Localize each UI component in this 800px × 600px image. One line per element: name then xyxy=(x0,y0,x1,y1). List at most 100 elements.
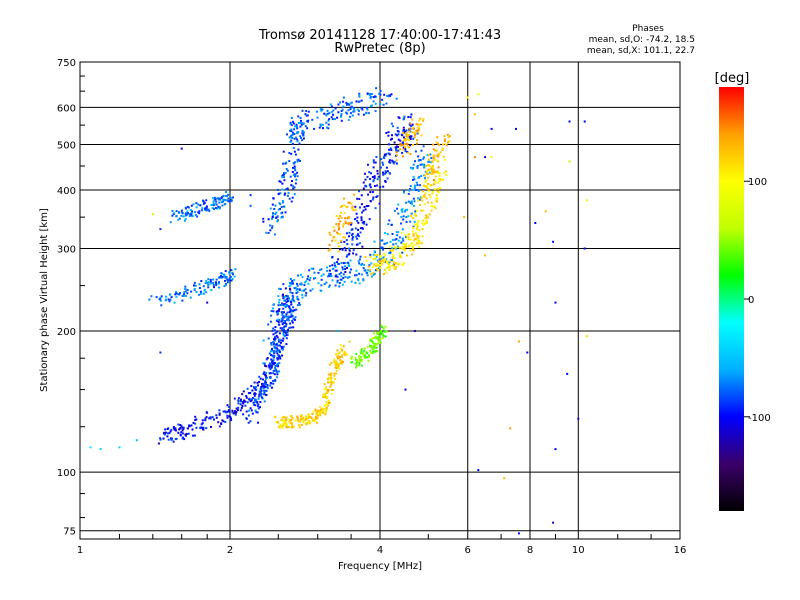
echo-point xyxy=(191,428,194,431)
echo-point xyxy=(204,419,207,422)
echo-point xyxy=(279,351,281,354)
echo-point xyxy=(382,163,385,166)
echo-point xyxy=(296,127,299,130)
echo-point xyxy=(323,404,326,407)
echo-point xyxy=(382,327,385,330)
echo-point xyxy=(272,349,275,352)
echo-point xyxy=(228,271,231,274)
echo-point xyxy=(211,416,214,419)
echo-point xyxy=(420,197,423,200)
echo-point xyxy=(412,163,415,166)
echo-point xyxy=(279,180,282,183)
echo-point xyxy=(427,182,430,185)
echo-point xyxy=(428,194,431,196)
echo-point xyxy=(349,102,352,105)
echo-point xyxy=(190,213,193,216)
echo-point xyxy=(365,259,368,262)
echo-point xyxy=(409,220,412,223)
echo-point xyxy=(223,285,226,288)
echo-point xyxy=(328,274,331,277)
echo-point xyxy=(352,252,355,255)
echo-point xyxy=(376,169,379,172)
echo-point xyxy=(331,255,334,258)
echo-point xyxy=(396,207,398,210)
echo-point xyxy=(263,362,266,365)
echo-point xyxy=(186,213,189,216)
echo-point xyxy=(178,293,181,296)
echo-point xyxy=(369,339,371,342)
echo-point xyxy=(402,215,405,218)
echo-point xyxy=(423,174,426,177)
echo-point xyxy=(273,362,276,364)
echo-point xyxy=(327,388,330,391)
echo-point xyxy=(273,338,275,341)
echo-point xyxy=(261,385,264,388)
echo-point xyxy=(283,179,286,182)
echo-point xyxy=(374,335,377,338)
echo-point xyxy=(275,343,278,346)
echo-point xyxy=(287,328,289,331)
echo-point xyxy=(197,211,200,214)
echo-point xyxy=(358,100,361,103)
echo-point xyxy=(319,412,322,415)
echo-point xyxy=(434,207,437,210)
echo-point xyxy=(308,415,310,418)
echo-point xyxy=(367,354,370,357)
echo-point xyxy=(412,197,415,200)
echo-point xyxy=(296,304,299,307)
echo-point xyxy=(373,343,376,346)
echo-point xyxy=(281,215,284,218)
echo-point xyxy=(410,125,413,128)
echo-point xyxy=(341,354,344,357)
echo-point xyxy=(334,118,336,121)
echo-point xyxy=(282,419,285,422)
echo-point xyxy=(344,271,347,273)
echo-point xyxy=(351,232,354,235)
echo-point xyxy=(270,314,273,317)
echo-point xyxy=(224,270,227,272)
echo-point xyxy=(417,197,420,200)
echo-point xyxy=(339,344,342,347)
echo-point xyxy=(327,119,330,122)
echo-point xyxy=(391,259,393,262)
echo-point xyxy=(376,331,378,334)
echo-point xyxy=(260,392,263,395)
echo-point xyxy=(245,410,248,413)
echo-point xyxy=(286,187,289,190)
echo-point xyxy=(210,426,212,428)
echo-point xyxy=(304,125,307,128)
echo-point xyxy=(517,532,520,535)
echo-point xyxy=(302,134,305,137)
echo-point xyxy=(372,271,375,274)
echo-point xyxy=(316,110,318,113)
echo-point xyxy=(369,191,372,194)
echo-point xyxy=(289,278,292,281)
echo-point xyxy=(280,212,283,215)
echo-point xyxy=(395,151,398,154)
echo-point xyxy=(288,282,291,285)
echo-point xyxy=(293,193,296,196)
echo-point xyxy=(312,267,315,270)
echo-point xyxy=(421,228,424,231)
echo-point xyxy=(389,245,391,248)
echo-point xyxy=(348,235,350,238)
echo-point xyxy=(362,279,365,282)
echo-point xyxy=(314,277,317,280)
echo-point xyxy=(340,271,343,274)
echo-point xyxy=(283,295,286,298)
echo-point xyxy=(222,420,225,423)
echo-point xyxy=(365,205,368,208)
colorbar xyxy=(719,87,744,511)
echo-point xyxy=(299,160,301,162)
echo-point xyxy=(351,238,354,241)
echo-point xyxy=(398,246,401,249)
echo-point xyxy=(279,192,282,195)
echo-point xyxy=(335,223,338,226)
echo-point xyxy=(118,446,121,449)
echo-point xyxy=(379,103,382,105)
echo-point xyxy=(191,215,194,218)
echo-point xyxy=(296,291,299,293)
echo-point xyxy=(263,400,266,403)
echo-point xyxy=(401,131,404,134)
echo-point xyxy=(254,392,257,395)
